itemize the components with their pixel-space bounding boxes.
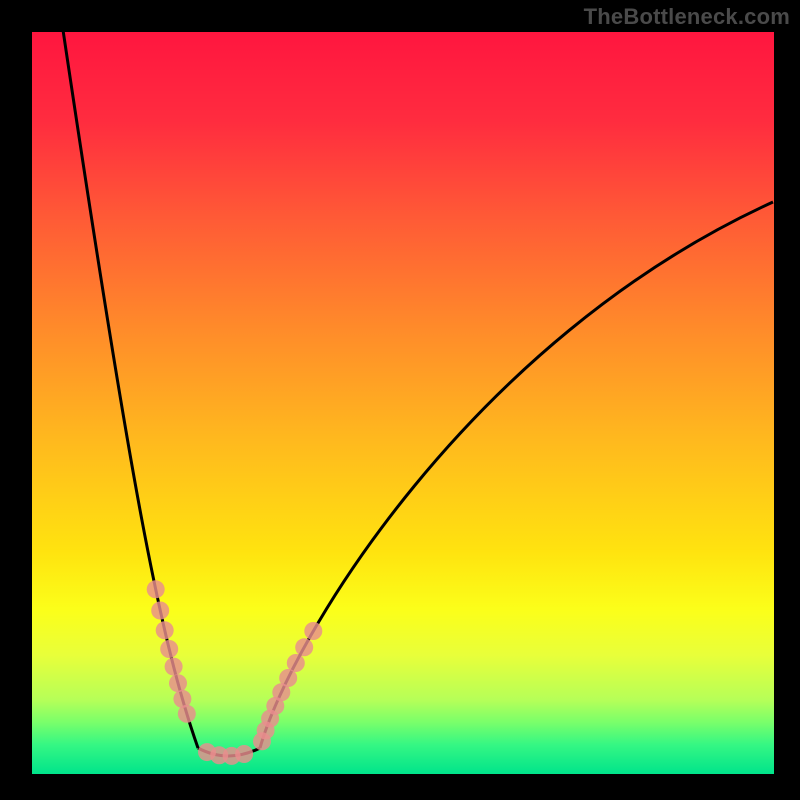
data-dot: [156, 621, 174, 639]
bottleneck-chart: [0, 0, 800, 800]
data-dot: [235, 745, 253, 763]
data-dot: [151, 602, 169, 620]
gradient-background: [32, 32, 774, 774]
data-dot: [178, 705, 196, 723]
data-dot: [160, 640, 178, 658]
data-dot: [295, 638, 313, 656]
data-dot: [304, 622, 322, 640]
data-dot: [287, 654, 305, 672]
data-dot: [165, 658, 183, 676]
watermark-text: TheBottleneck.com: [584, 4, 790, 30]
data-dot: [169, 674, 187, 692]
plot-area: [32, 30, 774, 774]
data-dot: [147, 580, 165, 598]
